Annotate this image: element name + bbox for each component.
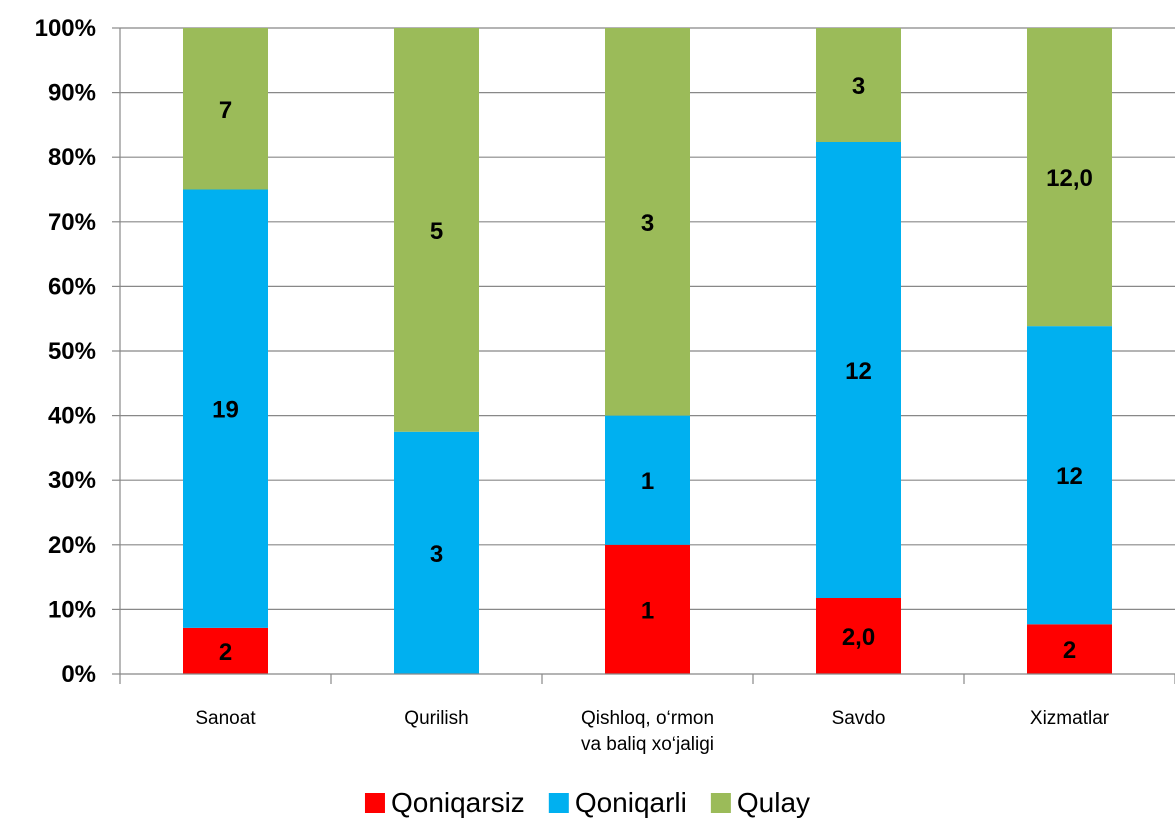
y-tick-label: 100%: [35, 15, 96, 42]
data-label: 12: [845, 358, 872, 385]
bar-segment: [605, 415, 690, 545]
y-tick-label: 20%: [48, 532, 96, 559]
y-tick-label: 90%: [48, 80, 96, 107]
data-labels: 2 19 7 3 5 1 1 3 2,0 12 3 2 12 12,0: [212, 73, 1093, 666]
data-label: 12,0: [1046, 165, 1093, 192]
bar-segment: [605, 28, 690, 416]
bar-segment: [394, 431, 479, 674]
y-tick-label: 60%: [48, 273, 96, 300]
y-tick-label: 50%: [48, 338, 96, 365]
data-label: 2,0: [842, 624, 875, 651]
legend-label: Qoniqarsiz: [391, 787, 525, 818]
data-label: 7: [219, 97, 232, 124]
x-tick-label: Qurilish: [404, 708, 468, 729]
y-tick-label: 70%: [48, 209, 96, 236]
data-label: 12: [1056, 463, 1083, 490]
x-tick-label: va baliq xo‘jaligi: [581, 734, 714, 755]
y-tick-label: 0%: [61, 661, 96, 688]
bar-segment: [1027, 326, 1112, 625]
y-tick-label: 10%: [48, 596, 96, 623]
x-tick-label: Qishloq, o‘rmon: [581, 708, 714, 729]
x-tick-label: Xizmatlar: [1030, 708, 1110, 729]
bar-segment: [183, 189, 268, 628]
bar-segment: [605, 544, 690, 674]
bar-segment: [816, 142, 901, 598]
data-label: 3: [430, 541, 443, 568]
y-tick-label: 80%: [48, 144, 96, 171]
data-label: 3: [641, 210, 654, 237]
data-label: 19: [212, 397, 239, 424]
legend-label: Qoniqarli: [575, 787, 687, 818]
legend-swatch: [364, 793, 385, 813]
y-tick-label: 30%: [48, 467, 96, 494]
bars: [183, 28, 1112, 674]
legend-label: Qulay: [737, 787, 810, 818]
data-label: 3: [852, 73, 865, 100]
x-tick-label: Sanoat: [195, 708, 256, 729]
data-label: 5: [430, 218, 443, 245]
legend: Qoniqarsiz Qoniqarli Qulay: [364, 787, 810, 818]
legend-swatch: [710, 793, 731, 813]
data-label: 1: [641, 468, 654, 495]
y-tick-label: 40%: [48, 403, 96, 430]
bar-segment: [1027, 28, 1112, 327]
data-label: 1: [641, 597, 654, 624]
x-tick-label: Savdo: [832, 708, 886, 729]
axes: 0% 10% 20% 30% 40% 50% 60% 70% 80% 90% 100% Sanoat Q…: [35, 15, 1175, 755]
legend-swatch: [548, 793, 569, 813]
bar-segment: [816, 28, 901, 142]
data-label: 2: [219, 639, 232, 666]
bar-segment: [183, 28, 268, 190]
bar-segment: [816, 598, 901, 674]
data-label: 2: [1063, 637, 1076, 664]
bar-segment: [1027, 624, 1112, 674]
bar-segment: [183, 627, 268, 674]
bar-segment: [394, 28, 479, 432]
